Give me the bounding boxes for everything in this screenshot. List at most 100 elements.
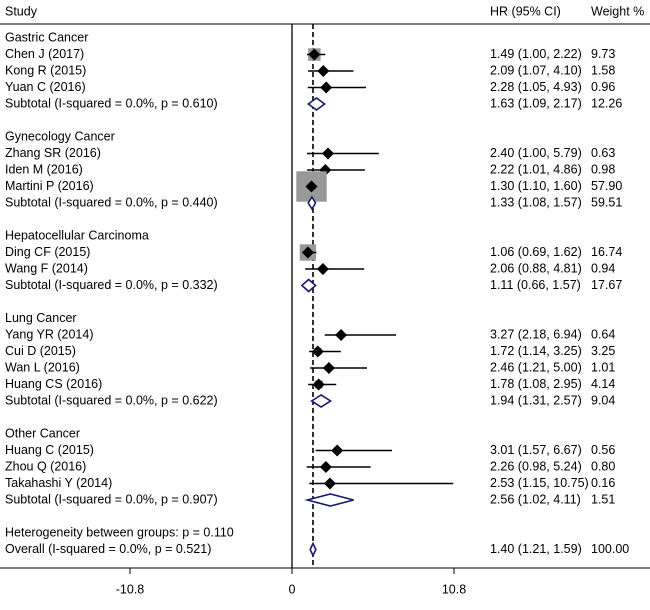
x-tick-label: 0 (289, 582, 296, 596)
subtotal-label: Subtotal (I-squared = 0.0%, p = 0.907) (5, 492, 218, 506)
study-label: Kong R (2015) (5, 63, 86, 77)
header-study: Study (5, 4, 38, 18)
study-label: Chen J (2017) (5, 47, 84, 61)
study-weight: 0.96 (591, 80, 615, 94)
study-weight: 1.58 (591, 63, 615, 77)
study-weight: 0.98 (591, 162, 615, 176)
study-hr-ci: 1.72 (1.14, 3.25) (490, 344, 582, 358)
subtotal-hr-ci: 2.56 (1.02, 4.11) (490, 492, 581, 506)
study-label: Wan L (2016) (5, 360, 80, 374)
point-estimate (305, 180, 318, 193)
subtotal-hr-ci: 1.11 (0.66, 1.57) (490, 278, 581, 292)
point-estimate (301, 246, 314, 259)
study-label: Yuan C (2016) (5, 80, 86, 94)
study-hr-ci: 2.46 (1.21, 5.00) (490, 360, 582, 374)
study-label: Zhang SR (2016) (5, 146, 101, 160)
study-weight: 0.64 (591, 327, 615, 341)
point-estimate (316, 263, 329, 275)
subtotal-label: Subtotal (I-squared = 0.0%, p = 0.440) (5, 195, 218, 209)
point-estimate (317, 65, 330, 77)
study-label: Cui D (2015) (5, 344, 76, 358)
point-estimate (322, 147, 334, 160)
study-hr-ci: 1.49 (1.00, 2.22) (490, 47, 582, 61)
point-estimate (331, 444, 344, 457)
heterogeneity-text: Heterogeneity between groups: p = 0.110 (5, 525, 234, 539)
study-hr-ci: 1.30 (1.10, 1.60) (490, 179, 582, 193)
point-estimate (311, 345, 324, 358)
subtotal-label: Subtotal (I-squared = 0.0%, p = 0.622) (5, 393, 218, 407)
header-hr: HR (95% CI) (490, 4, 561, 18)
overall-hr-ci: 1.40 (1.21, 1.59) (490, 542, 582, 556)
plot-marks (296, 48, 454, 558)
study-weight: 0.80 (591, 459, 615, 473)
x-axis: -10.8 0 10.8 (116, 568, 466, 596)
study-hr-ci: 2.09 (1.07, 4.10) (490, 63, 582, 77)
subtotal-diamond (307, 97, 326, 111)
study-weight: 9.73 (591, 47, 615, 61)
point-estimate (319, 461, 332, 473)
study-hr-ci: 2.26 (0.98, 5.24) (490, 459, 582, 473)
study-label: Zhou Q (2016) (5, 459, 86, 473)
overall-weight: 100.00 (591, 542, 629, 556)
study-hr-ci: 2.06 (0.88, 4.81) (490, 261, 582, 275)
study-hr-ci: 2.22 (1.01, 4.86) (490, 162, 582, 176)
point-estimate (335, 329, 348, 341)
point-estimate (322, 362, 335, 374)
study-label: Huang CS (2016) (5, 377, 102, 391)
subtotal-weight: 59.51 (591, 195, 622, 209)
study-weight: 0.94 (591, 261, 615, 275)
study-hr-ci: 3.01 (1.57, 6.67) (490, 443, 582, 457)
subtotal-weight: 9.04 (591, 393, 615, 407)
x-tick-label: -10.8 (116, 582, 145, 596)
overall-diamond (309, 541, 317, 558)
study-weight: 16.74 (591, 245, 622, 259)
point-estimate (320, 81, 333, 94)
study-label: Wang F (2014) (5, 261, 88, 275)
subtotal-weight: 12.26 (591, 96, 622, 110)
study-hr-ci: 2.28 (1.05, 4.93) (490, 80, 582, 94)
study-weight: 1.01 (591, 360, 615, 374)
reference-lines (0, 23, 650, 569)
study-weight: 0.56 (591, 443, 615, 457)
study-hr-ci: 1.78 (1.08, 2.95) (490, 377, 582, 391)
subtotal-label: Subtotal (I-squared = 0.0%, p = 0.610) (5, 96, 218, 110)
subtotal-weight: 1.51 (591, 492, 615, 506)
study-label: Iden M (2016) (5, 162, 83, 176)
subtotal-hr-ci: 1.94 (1.31, 2.57) (490, 393, 582, 407)
subtotal-diamond (307, 195, 317, 211)
study-label: Yang YR (2014) (5, 327, 93, 341)
subtotal-diamond (310, 394, 333, 408)
subtotal-hr-ci: 1.63 (1.09, 2.17) (490, 96, 582, 110)
subtotal-hr-ci: 1.33 (1.08, 1.57) (490, 195, 582, 209)
study-hr-ci: 1.06 (0.69, 1.62) (490, 245, 582, 259)
study-hr-ci: 2.40 (1.00, 5.79) (490, 146, 582, 160)
study-weight: 0.63 (591, 146, 615, 160)
subgroup-title: Gynecology Cancer (5, 129, 115, 143)
overall-label: Overall (I-squared = 0.0%, p = 0.521) (5, 542, 211, 556)
x-tick-label: 10.8 (442, 582, 466, 596)
study-hr-ci: 2.53 (1.15, 10.75) (490, 476, 589, 490)
study-weight: 0.16 (591, 476, 615, 490)
text-labels: Study HR (95% CI) Weight % Gastric Cancer Ch… (5, 4, 644, 556)
header-weight: Weight % (591, 4, 644, 18)
subtotal-diamond (300, 278, 317, 293)
subtotal-label: Subtotal (I-squared = 0.0%, p = 0.332) (5, 278, 218, 292)
subgroup-title: Lung Cancer (5, 311, 77, 325)
study-label: Ding CF (2015) (5, 245, 90, 259)
subtotal-diamond (304, 493, 354, 507)
subtotal-weight: 17.67 (591, 278, 622, 292)
point-estimate (323, 477, 336, 490)
study-weight: 4.14 (591, 377, 615, 391)
subgroup-title: Other Cancer (5, 426, 80, 440)
study-hr-ci: 3.27 (2.18, 6.94) (490, 327, 582, 341)
study-weight: 3.25 (591, 344, 615, 358)
subgroup-title: Hepatocellular Carcinoma (5, 228, 149, 242)
subgroup-title: Gastric Cancer (5, 30, 88, 44)
study-label: Martini P (2016) (5, 179, 94, 193)
point-estimate (312, 378, 325, 391)
study-label: Huang C (2015) (5, 443, 94, 457)
study-weight: 57.90 (591, 179, 622, 193)
point-estimate (308, 48, 321, 61)
study-label: Takahashi Y (2014) (5, 476, 112, 490)
